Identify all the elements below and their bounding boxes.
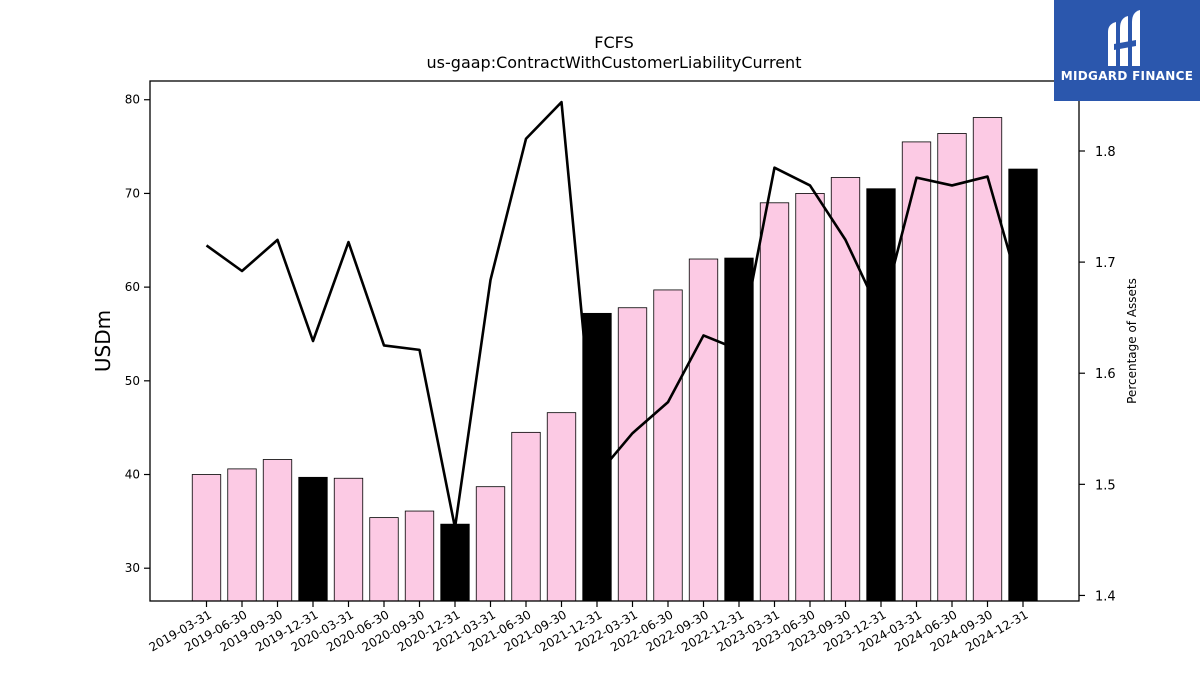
bar-2019-12-31	[298, 476, 328, 602]
bar-2021-06-30	[511, 431, 541, 602]
y-tick-label: 50	[125, 374, 140, 388]
bar-series	[191, 117, 1038, 602]
bar-2020-06-30	[369, 517, 399, 602]
bar-2019-06-30	[227, 468, 257, 602]
bar-2024-12-31	[1008, 168, 1038, 602]
bar-2019-03-31	[191, 474, 222, 602]
right-y-axis: 1.4 1.5 1.6 1.7 1.8	[1079, 145, 1116, 604]
y-tick-label: 40	[125, 468, 140, 482]
bar-2022-09-30	[688, 258, 719, 602]
y-tick-label: 30	[125, 561, 140, 575]
bar-2020-03-31	[333, 477, 364, 602]
chart-subtitle: us-gaap:ContractWithCustomerLiabilityCur…	[427, 53, 802, 72]
y-tick-label: 60	[125, 280, 140, 294]
x-axis: 2019-03-312019-06-302019-09-302019-12-31…	[147, 601, 1031, 654]
bar-2019-09-30	[262, 459, 293, 602]
bar-2020-09-30	[404, 510, 435, 602]
bar-2024-06-30	[937, 133, 967, 602]
bar-2023-03-31	[759, 202, 790, 602]
bar-2022-06-30	[653, 289, 683, 602]
y2-tick-label: 1.5	[1095, 478, 1116, 493]
brand-logo: MIDGARD FINANCE	[1054, 0, 1200, 101]
bar-2023-06-30	[795, 193, 825, 602]
midgard-logo-icon	[1108, 10, 1140, 66]
chart-title: FCFS	[594, 33, 633, 52]
bar-2021-03-31	[475, 486, 506, 602]
bar-2024-03-31	[901, 141, 932, 602]
bar-2021-09-30	[546, 412, 577, 602]
logo-text: MIDGARD FINANCE	[1060, 69, 1194, 83]
bar-2023-12-31	[866, 188, 896, 602]
y2-tick-label: 1.8	[1095, 145, 1116, 160]
y2-tick-label: 1.7	[1095, 256, 1116, 271]
bar-2022-12-31	[724, 257, 754, 602]
bar-2020-12-31	[440, 523, 470, 602]
y-tick-label: 70	[125, 186, 140, 200]
y2-axis-label: Percentage of Assets	[1125, 278, 1139, 404]
bar-2021-12-31	[582, 312, 612, 602]
y2-tick-label: 1.4	[1095, 589, 1116, 604]
left-y-axis: 30 40 50 60 70 80	[125, 93, 150, 575]
plot-frame	[149, 80, 1080, 602]
line-series	[205, 100, 1025, 529]
y-tick-label: 80	[125, 93, 140, 107]
percentage-line	[205, 100, 1025, 529]
bar-2022-03-31	[617, 307, 648, 602]
bar-2023-09-30	[830, 177, 861, 602]
y-axis-label: USDm	[91, 310, 115, 372]
y2-tick-label: 1.6	[1095, 367, 1116, 382]
bar-2024-09-30	[972, 117, 1003, 602]
